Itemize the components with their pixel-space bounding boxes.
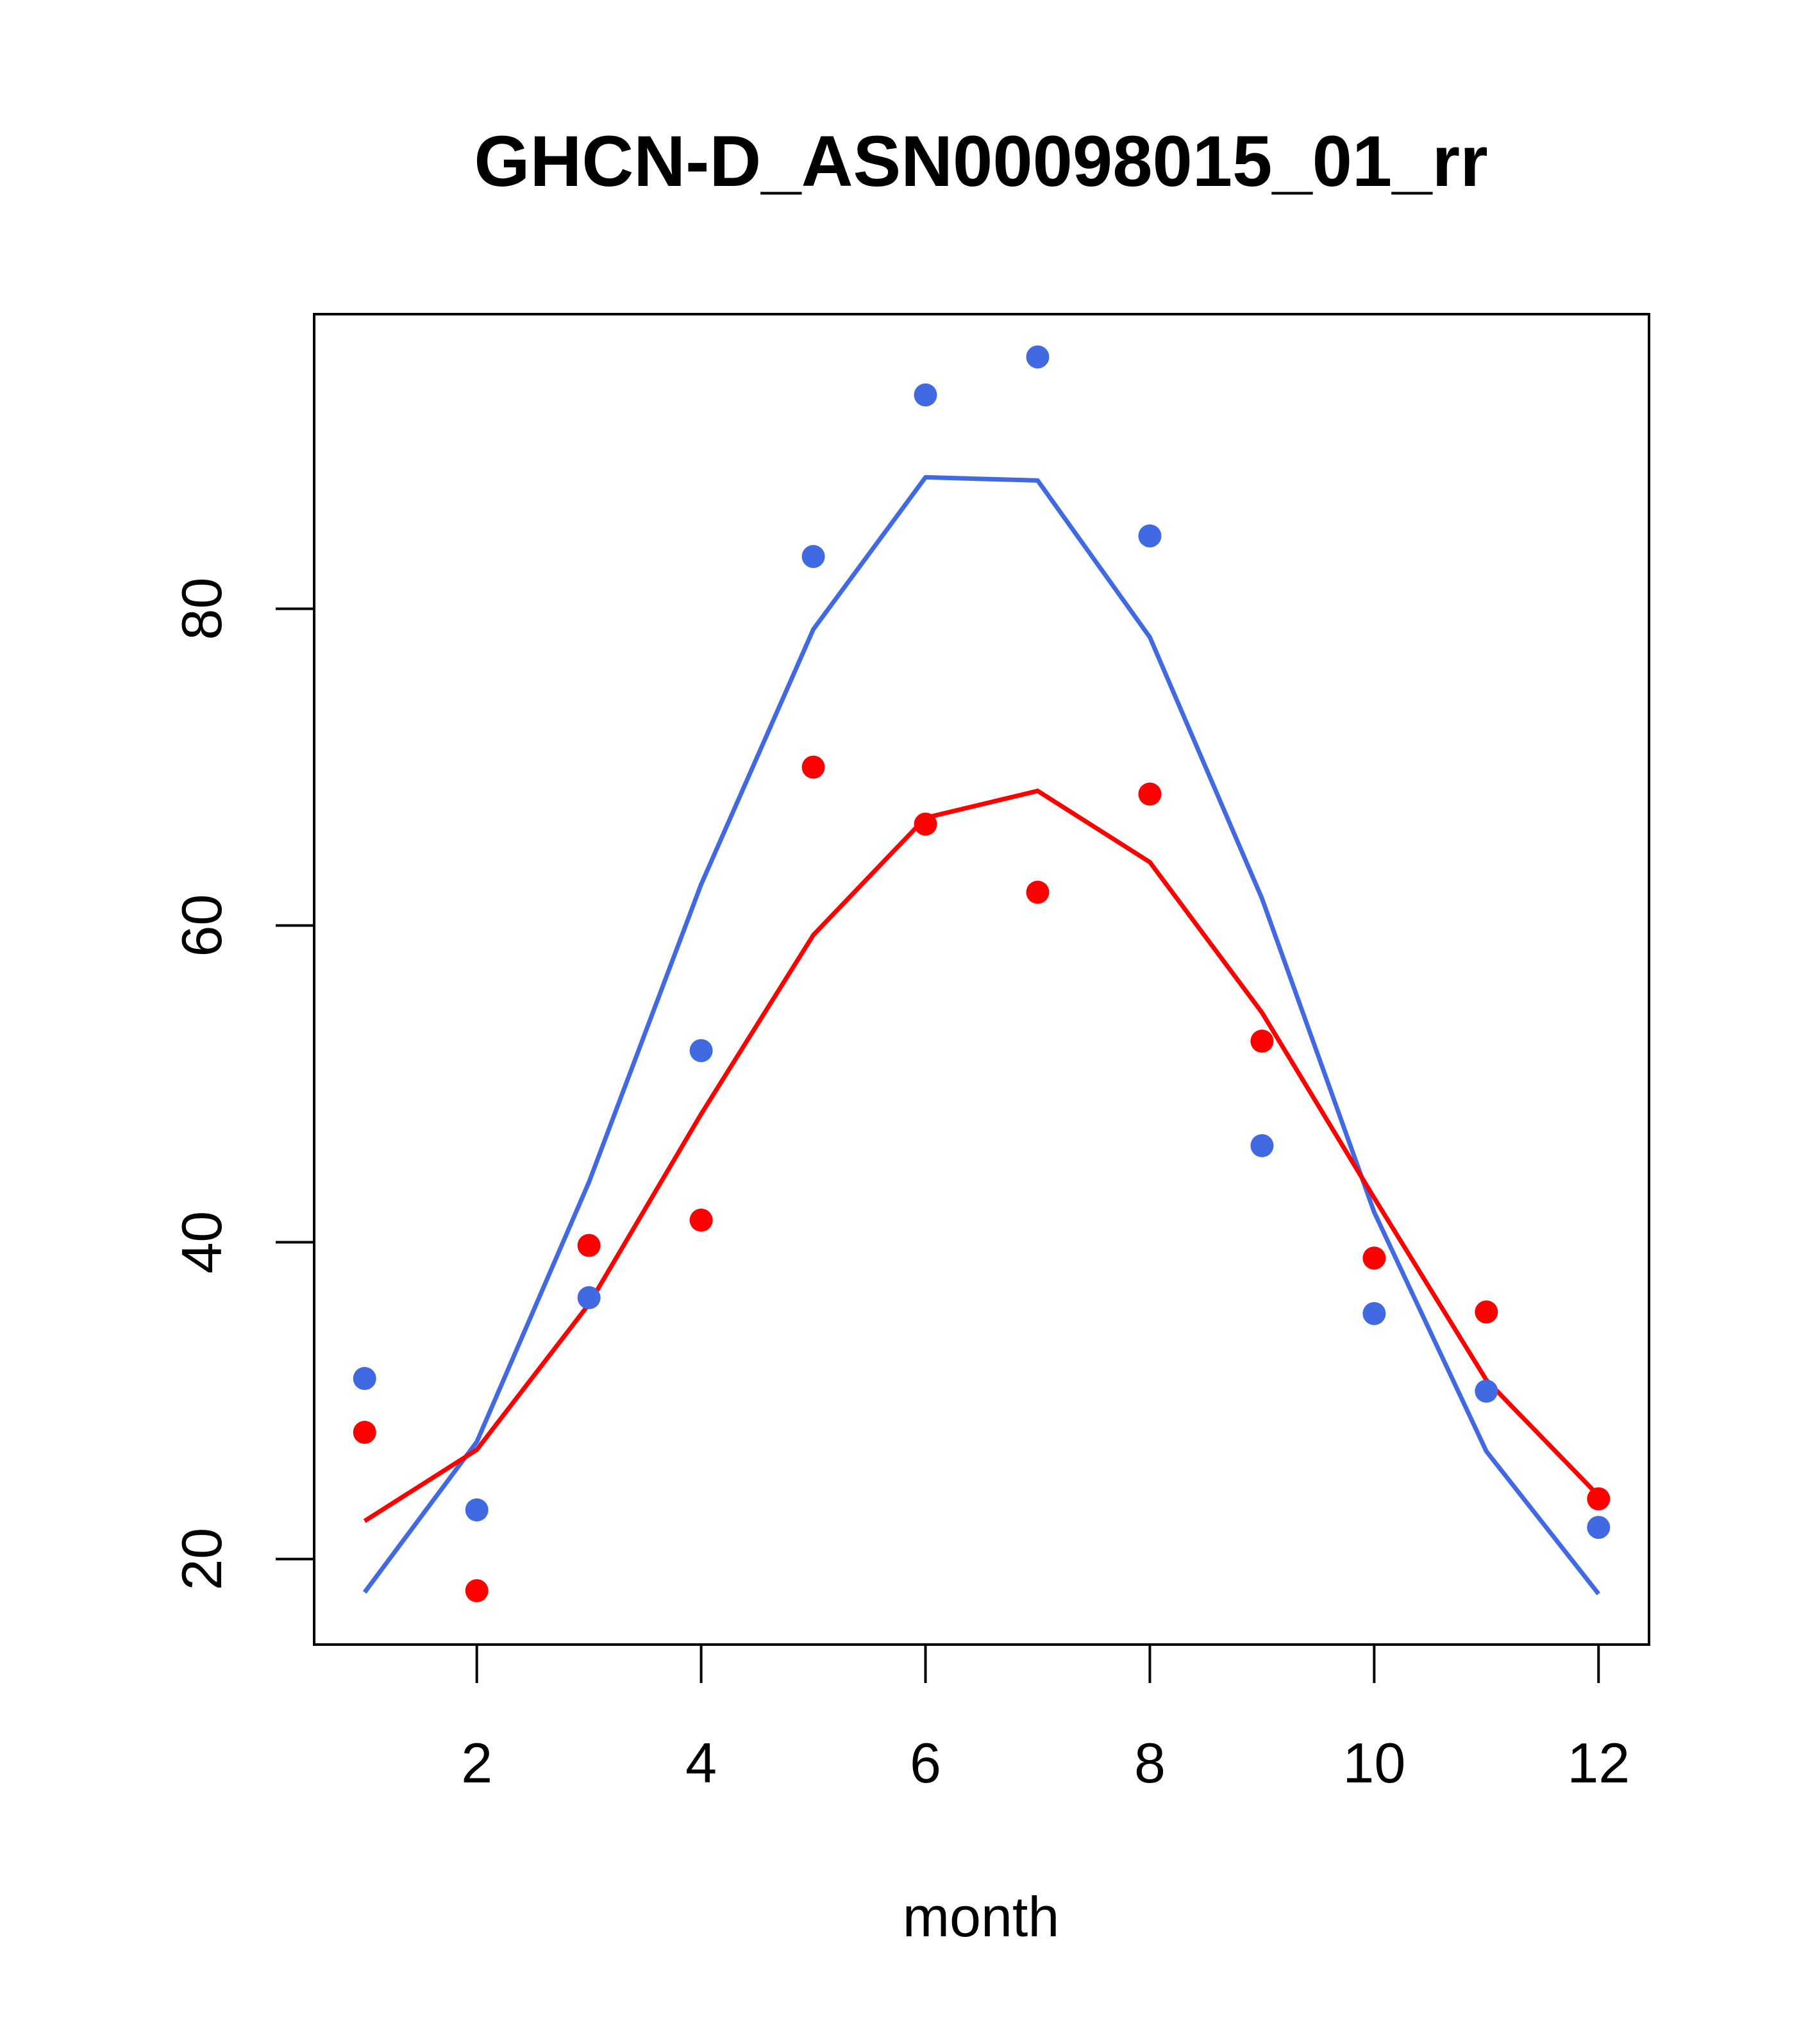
x-tick-label: 6 [910,1731,941,1795]
series-2-line [363,789,1600,1523]
series-2-point [1250,1029,1274,1053]
series-2-point [465,1579,489,1603]
series-2-point [1138,782,1162,806]
series-2-point [1475,1300,1498,1324]
series-1-point [914,383,937,406]
series-1-point [1475,1379,1498,1403]
series-2-point [801,755,825,779]
chart-title: GHCN-D_ASN00098015_01_rr [474,121,1487,201]
y-tick-label: 20 [170,1528,233,1591]
y-tick-label: 60 [170,894,233,957]
series-2-point [1362,1246,1386,1270]
series-1-point [1362,1302,1386,1325]
y-axis: 20 40 60 80 [170,578,315,1591]
x-tick-label: 10 [1343,1731,1405,1795]
x-tick-label: 4 [685,1731,717,1795]
plot-frame [313,313,1650,1646]
y-tick-label: 40 [170,1211,233,1274]
x-axis: 2 4 6 8 10 12 [461,1643,1630,1795]
x-tick-label: 12 [1567,1731,1630,1795]
x-axis-label: month [903,1885,1060,1948]
series-2-point [914,812,937,836]
series-1-point [689,1039,713,1062]
series-1-point [801,544,825,568]
series-2-point [1026,880,1050,904]
series-2-point [577,1234,601,1257]
x-tick-label: 2 [461,1731,492,1795]
series-2-point [689,1208,713,1232]
series-2-point [1587,1487,1611,1511]
series-2-point [353,1420,376,1444]
series-1-point [1250,1134,1274,1157]
series-1-point [577,1286,601,1310]
series-1-point [1138,524,1162,548]
x-tick-label: 8 [1134,1731,1166,1795]
y-tick-label: 80 [170,578,233,641]
series-1-point [1026,345,1050,369]
series-1-line [362,474,1601,1596]
series-layer [353,345,1611,1603]
series-1-point [1587,1516,1611,1539]
series-1-point [465,1498,489,1522]
series-1-point [353,1367,376,1390]
